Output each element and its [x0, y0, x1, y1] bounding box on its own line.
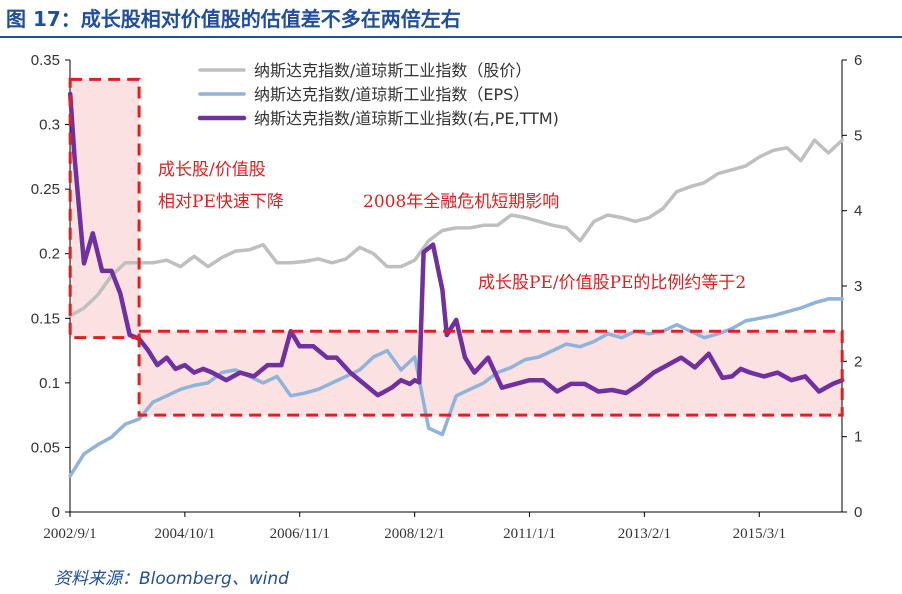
- chart-title: 图 17：成长股相对价值股的估值差不多在两倍左右: [6, 7, 461, 31]
- y-right-tick-label-2: 2: [854, 353, 862, 370]
- x-tick-label-1: 2004/10/1: [154, 526, 215, 542]
- legend-label-price: 纳斯达克指数/道琼斯工业指数（股价）: [254, 61, 531, 80]
- legend-label-eps: 纳斯达克指数/道琼斯工业指数（EPS）: [254, 85, 529, 104]
- series-line-eps: [68, 297, 844, 478]
- y-left-tick-label-2: 0.1: [39, 375, 60, 392]
- y-left-tick-label-5: 0.25: [31, 181, 60, 198]
- y-right-tick-label-5: 5: [854, 127, 862, 144]
- y-right-tick-label-4: 4: [854, 203, 862, 220]
- y-left-tick-label-7: 0.35: [31, 52, 60, 69]
- x-tick-label-3: 2008/12/1: [384, 526, 445, 542]
- line-chart: 0 0.05 0.1 0.15 0.2 0.25 0.3 0.35 0 1 2 3 4 5 6 2002/9/…: [31, 52, 863, 542]
- highlight-box-fill-0: [70, 79, 140, 338]
- highlight-box-border-0: [68, 77, 141, 340]
- y-right-tick-label-1: 1: [854, 429, 862, 446]
- annotation-pe-decline: 相对PE快速下降: [158, 192, 284, 212]
- legend-label-pe: 纳斯达克指数/道琼斯工业指数(右,PE,TTM): [254, 109, 559, 128]
- x-tick-label-6: 2015/3/1: [733, 526, 786, 542]
- x-tick-label-5: 2013/2/1: [618, 526, 671, 542]
- y-right-tick-label-6: 6: [854, 52, 862, 69]
- annotation-growth-value: 成长股/价值股: [158, 160, 266, 180]
- y-right-tick-label-3: 3: [854, 278, 862, 295]
- y-left-tick-label-4: 0.2: [39, 246, 60, 263]
- chart-legend: 纳斯达克指数/道琼斯工业指数（股价） 纳斯达克指数/道琼斯工业指数（EPS） 纳斯达…: [197, 61, 559, 128]
- y-left-tick-label-6: 0.3: [39, 117, 60, 134]
- y-left-tick-label-3: 0.15: [31, 310, 60, 327]
- y-left-tick-label-0: 0: [52, 504, 60, 521]
- highlight-box-border-1: [137, 329, 844, 417]
- x-tick-label-4: 2011/1/1: [503, 526, 556, 542]
- x-tick-label-2: 2006/11/1: [270, 526, 330, 542]
- annotation-2008-crisis: 2008年全融危机短期影响: [363, 192, 559, 212]
- y-right-tick-label-0: 0: [854, 504, 862, 521]
- chart-series: [67, 91, 845, 478]
- y-left-tick-label-1: 0.05: [31, 439, 60, 456]
- series-line-price: [68, 138, 844, 318]
- series-line-pe: [67, 91, 845, 398]
- chart-axes: 0 0.05 0.1 0.15 0.2 0.25 0.3 0.35 0 1 2 3 4 5 6 2002/9/…: [31, 52, 863, 542]
- highlight-boxes: [70, 79, 843, 416]
- title-divider: [0, 36, 902, 38]
- data-source: 资料来源：Bloomberg、wind: [54, 569, 289, 589]
- annotation-ratio-two: 成长股PE/价值股PE的比例约等于2: [478, 273, 746, 293]
- x-tick-label-0: 2002/9/1: [43, 526, 96, 542]
